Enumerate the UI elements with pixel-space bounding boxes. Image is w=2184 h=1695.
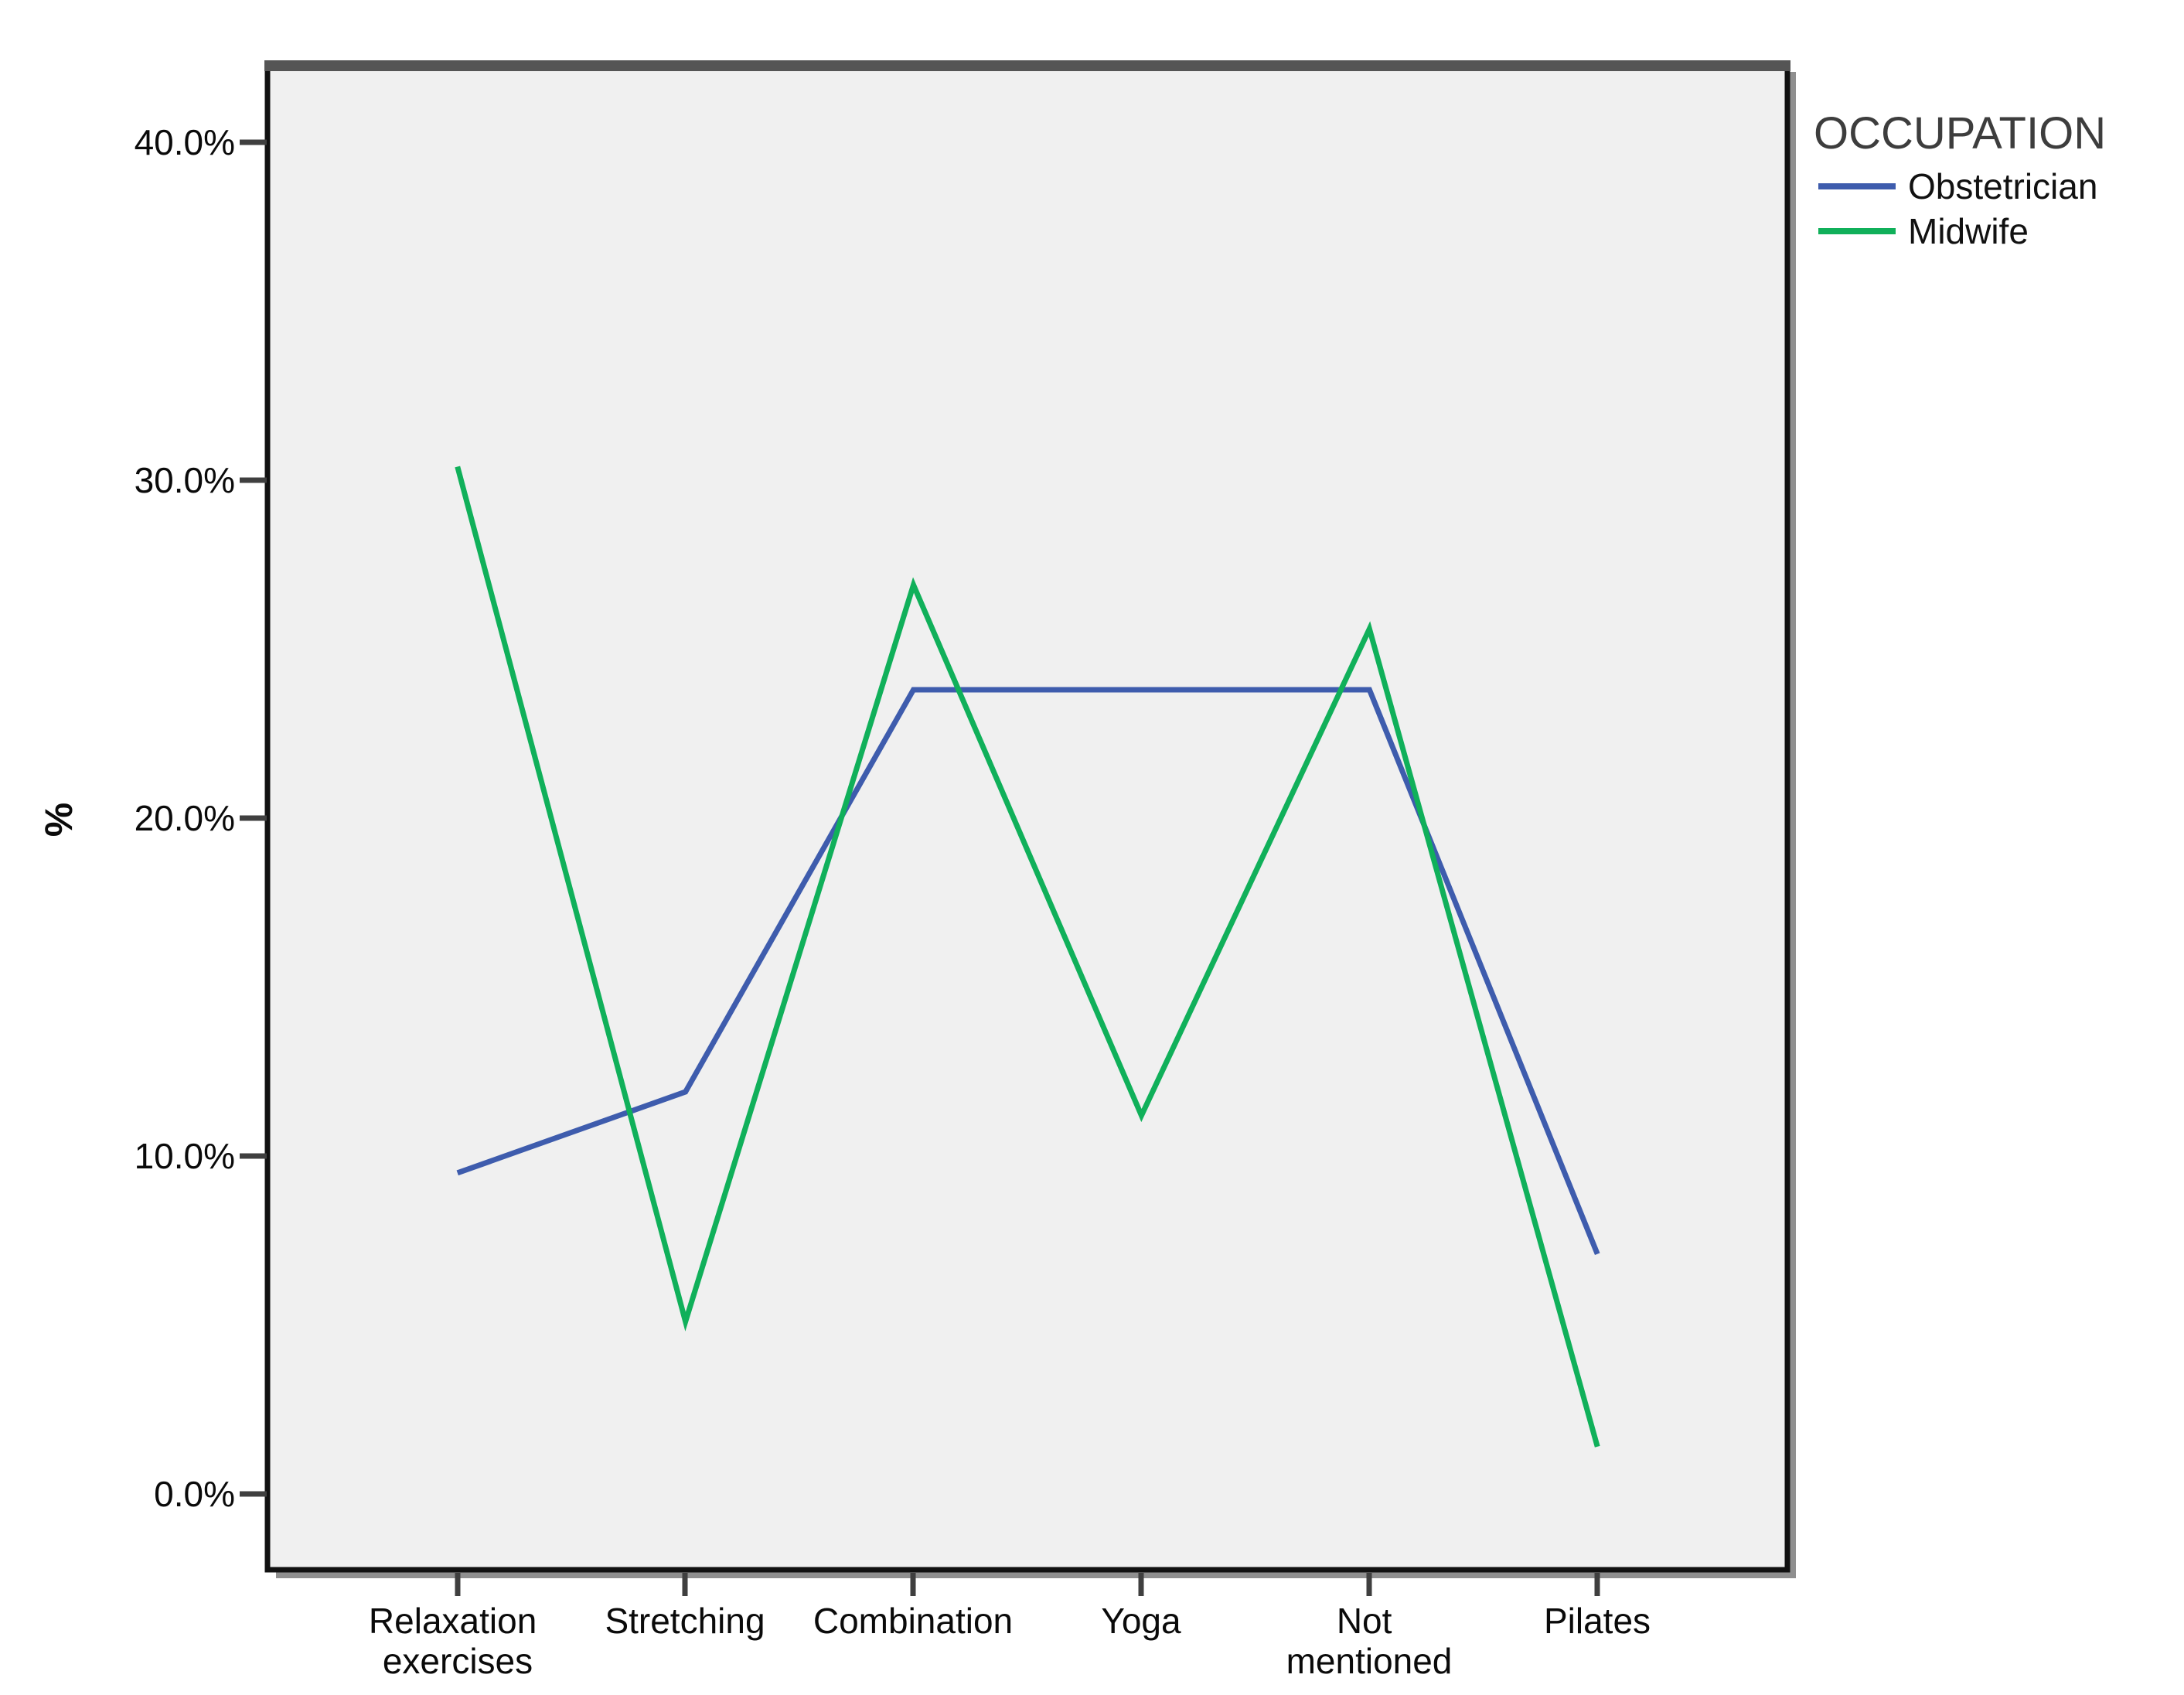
x-label-yoga: Yoga: [1101, 1601, 1181, 1641]
x-label-pilates: Pilates: [1544, 1601, 1651, 1641]
plot-top-bevel: [264, 60, 1790, 71]
legend: OCCUPATION Obstetrician Midwife: [1814, 108, 2106, 251]
plot-area: [264, 60, 1790, 1573]
x-label-stretching: Stretching: [605, 1601, 765, 1641]
legend-label-midwife: Midwife: [1908, 211, 2029, 251]
x-label-combination: Combination: [813, 1601, 1013, 1641]
y-tick-label-40: 40.0%: [135, 122, 235, 162]
series-line-obstetrician: [456, 687, 1600, 1256]
y-tick-label-10: 10.0%: [135, 1136, 235, 1176]
legend-item-midwife: Midwife: [1818, 211, 2029, 251]
legend-title: OCCUPATION: [1814, 108, 2106, 159]
x-label-relaxation-exercises: Relaxation exercises: [369, 1601, 547, 1681]
legend-label-obstetrician: Obstetrician: [1908, 166, 2097, 206]
legend-item-obstetrician: Obstetrician: [1818, 166, 2097, 206]
series-line-midwife: [455, 466, 1600, 1448]
y-tick-label-30: 30.0%: [135, 460, 235, 500]
y-tick-label-0: 0.0%: [154, 1474, 235, 1514]
y-tick-label-20: 20.0%: [135, 798, 235, 838]
x-label-not-mentioned: Not mentioned: [1286, 1601, 1453, 1681]
y-axis-title: %: [37, 803, 80, 837]
